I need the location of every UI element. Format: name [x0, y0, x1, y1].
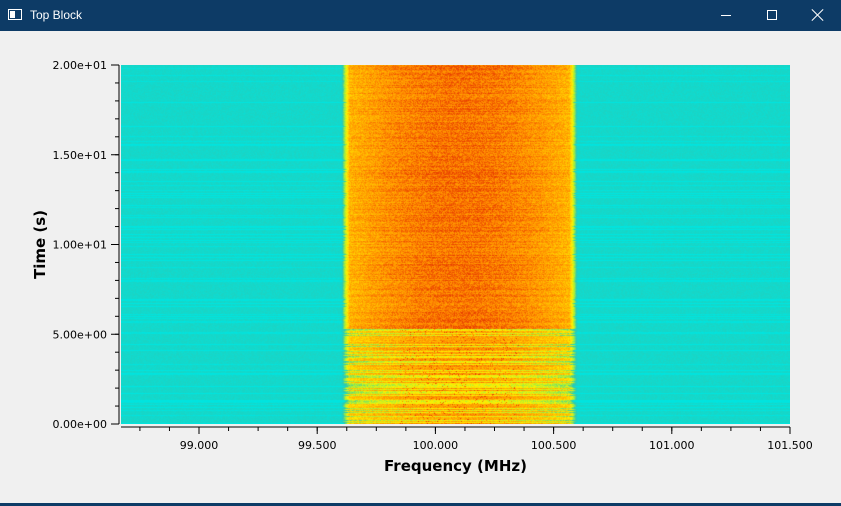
y-tick-label: 2.00e+01 — [53, 59, 107, 72]
minimize-icon — [721, 15, 731, 16]
y-tick-label: 1.00e+01 — [53, 239, 107, 252]
waterfall-plot[interactable]: 99.000 99.500 100.000 100.500 101.000 101.500… — [0, 31, 841, 503]
app-window-icon — [8, 9, 22, 20]
title-bar: Top Block — [0, 0, 841, 31]
maximize-button[interactable] — [749, 0, 795, 31]
x-tick-label: 101.000 — [649, 439, 695, 452]
x-tick-label: 100.000 — [413, 439, 459, 452]
x-axis-title: Frequency (MHz) — [384, 457, 527, 475]
y-axis-title: Time (s) — [31, 210, 49, 279]
y-tick-label: 1.50e+01 — [53, 149, 107, 162]
waterfall-heatmap — [121, 65, 790, 424]
x-tick-label: 99.500 — [298, 439, 337, 452]
x-tick-label: 99.000 — [180, 439, 219, 452]
x-tick-label: 101.500 — [767, 439, 813, 452]
y-tick-label: 0.00e+00 — [53, 418, 107, 431]
close-icon — [811, 8, 825, 22]
minimize-button[interactable] — [703, 0, 749, 31]
maximize-icon — [767, 10, 777, 20]
y-tick-label: 5.00e+00 — [53, 328, 107, 341]
window-bottom-border — [0, 503, 841, 506]
x-tick-label: 100.500 — [531, 439, 577, 452]
window-title: Top Block — [30, 8, 83, 22]
close-button[interactable] — [795, 0, 841, 31]
